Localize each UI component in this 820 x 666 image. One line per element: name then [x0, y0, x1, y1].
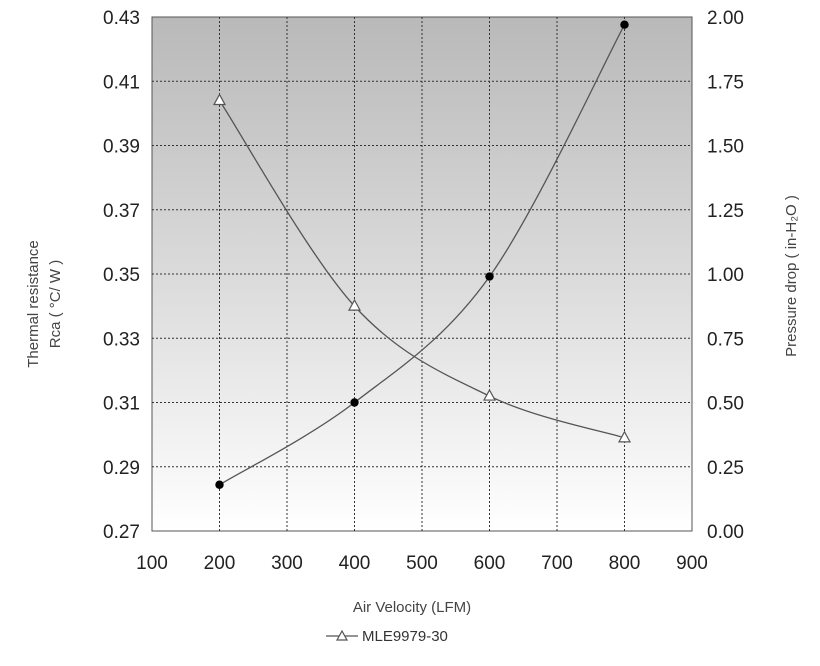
right-y-tick-label: 0.00	[707, 522, 744, 543]
left-y-tick-label: 0.33	[103, 329, 140, 350]
left-y-tick-label: 0.35	[103, 265, 140, 286]
x-tick-label: 100	[136, 553, 168, 574]
right-y-tick-label: 1.75	[707, 72, 744, 93]
left-y-tick-label: 0.41	[103, 72, 140, 93]
right-y-tick-label: 0.25	[707, 458, 744, 479]
right-y-tick-label: 1.25	[707, 201, 744, 222]
x-tick-label: 200	[204, 553, 236, 574]
x-tick-label: 800	[609, 553, 641, 574]
right-y-tick-label: 1.50	[707, 137, 744, 158]
left-y-axis-title-line2: Rca ( °C/ W )	[47, 260, 64, 349]
left-y-tick-label: 0.37	[103, 201, 140, 222]
legend-triangle-icon	[335, 629, 349, 641]
series-line-pressure-drop	[219, 24, 626, 486]
legend-label: MLE9979-30	[362, 628, 448, 645]
left-y-axis-title-line1: Thermal resistance	[25, 240, 42, 368]
x-tick-label: 400	[339, 553, 371, 574]
x-tick-label: 600	[474, 553, 506, 574]
right-y-tick-label: 0.75	[707, 329, 744, 350]
left-y-tick-label: 0.39	[103, 137, 140, 158]
triangle-marker	[212, 93, 227, 106]
left-y-tick-label: 0.27	[103, 522, 140, 543]
x-tick-label: 300	[271, 553, 303, 574]
triangle-marker	[482, 388, 497, 401]
right-y-tick-label: 0.50	[707, 394, 744, 415]
x-tick-label: 500	[406, 553, 438, 574]
circle-marker	[350, 398, 359, 407]
left-y-tick-label: 0.29	[103, 458, 140, 479]
circle-marker	[485, 272, 494, 281]
left-y-tick-label: 0.43	[103, 8, 140, 29]
grid	[152, 17, 692, 531]
circle-marker	[620, 20, 629, 29]
right-y-tick-label: 1.00	[707, 265, 744, 286]
triangle-marker	[347, 298, 362, 311]
x-tick-label: 900	[676, 553, 708, 574]
left-y-tick-label: 0.31	[103, 394, 140, 415]
right-y-tick-labels: 0.00 0.25 0.50 0.75 1.00 1.25 1.50 1.75 2.00	[707, 8, 744, 543]
right-y-tick-label: 2.00	[707, 8, 744, 29]
series-line-thermal-resistance	[218, 100, 625, 439]
circle-marker	[215, 480, 224, 489]
series-lines	[218, 24, 626, 486]
right-y-axis-title: Pressure drop ( in-H₂O )	[783, 195, 800, 357]
legend: MLE9979-30	[326, 628, 448, 645]
series-markers	[212, 20, 632, 489]
triangle-marker	[617, 430, 632, 443]
x-axis-title: Air Velocity (LFM)	[353, 599, 471, 616]
x-tick-labels: 100 200 300 400 500 600 700 800 900	[136, 553, 708, 574]
left-y-tick-labels: 0.27 0.29 0.31 0.33 0.35 0.37 0.39 0.41 0.43	[103, 8, 140, 543]
x-tick-label: 700	[541, 553, 573, 574]
